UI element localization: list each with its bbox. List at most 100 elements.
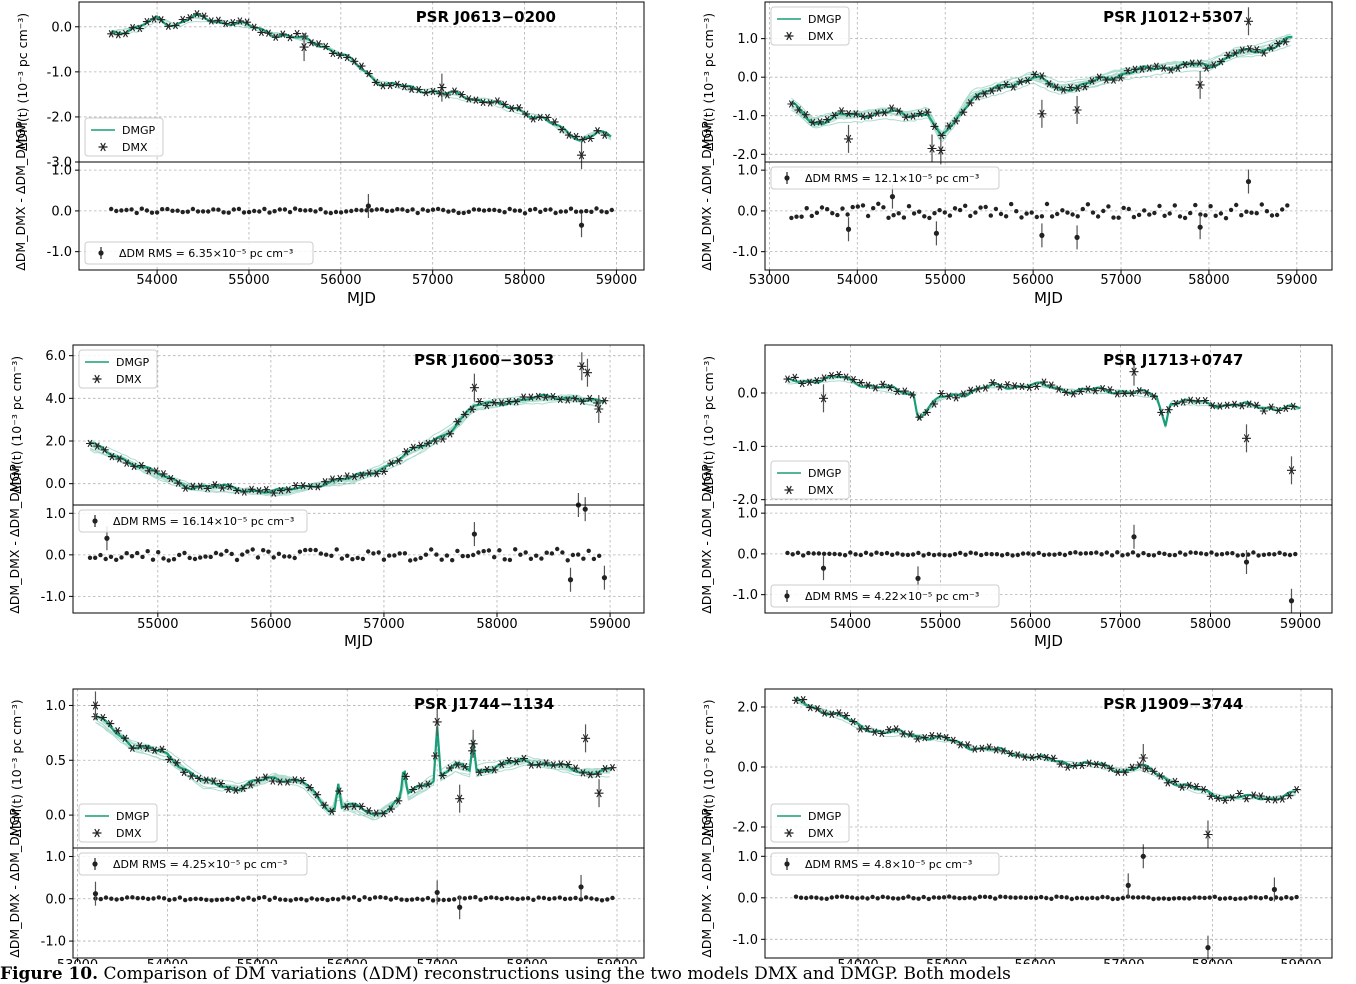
residual-point bbox=[292, 206, 298, 211]
dmx-point bbox=[1163, 779, 1172, 787]
residual-point bbox=[304, 898, 309, 903]
residual-point bbox=[371, 551, 376, 556]
dmx-point bbox=[1073, 84, 1082, 92]
dmx-point bbox=[264, 29, 273, 37]
x-tick-label: 54000 bbox=[837, 958, 878, 964]
residual-point bbox=[1264, 209, 1270, 214]
gp-realization-line bbox=[89, 400, 602, 497]
residual-point bbox=[456, 210, 461, 216]
residual-point bbox=[1193, 202, 1198, 208]
residual-point bbox=[182, 550, 187, 556]
dmx-point bbox=[915, 413, 924, 421]
residual-point bbox=[230, 897, 235, 902]
residual-point bbox=[135, 896, 140, 901]
panel-3: 55000 56000 57000 58000 59000 6.0 4.0 2.0 0.0 1.0… bbox=[7, 344, 645, 650]
residual-point bbox=[1039, 894, 1044, 900]
dmx-point bbox=[1171, 777, 1179, 786]
residual-point bbox=[819, 896, 824, 901]
dmx-point bbox=[1231, 49, 1240, 57]
dmx-point bbox=[468, 405, 477, 413]
residual-point bbox=[1146, 895, 1151, 900]
residual-point bbox=[257, 209, 262, 214]
residual-point bbox=[98, 896, 104, 902]
residual-point bbox=[1243, 896, 1248, 901]
dmx-point bbox=[113, 727, 122, 735]
dmx-point bbox=[483, 765, 491, 774]
residual-point bbox=[390, 208, 395, 213]
dmx-point bbox=[1010, 382, 1019, 390]
residual-point bbox=[968, 550, 973, 555]
residual-point bbox=[799, 214, 804, 219]
residual-point bbox=[1188, 550, 1193, 555]
residual-point bbox=[328, 210, 333, 216]
dmx-point bbox=[1120, 768, 1129, 776]
dmgp-series-line bbox=[111, 13, 612, 142]
dmx-point bbox=[1274, 406, 1283, 415]
panel-frame bbox=[72, 688, 645, 959]
residual-point bbox=[586, 548, 591, 553]
residual-point bbox=[476, 207, 482, 212]
residual-point bbox=[441, 897, 446, 903]
residual-point bbox=[814, 895, 819, 900]
residual-point bbox=[1248, 895, 1253, 900]
dmx-point bbox=[1135, 387, 1144, 395]
rms-legend-frame bbox=[78, 852, 308, 876]
dmx-point bbox=[837, 107, 846, 115]
dmx-point bbox=[371, 78, 380, 87]
x-tick-label: 56000 bbox=[1012, 273, 1053, 288]
residual-point bbox=[261, 548, 266, 553]
dmx-point bbox=[135, 742, 144, 750]
residual-point bbox=[372, 895, 378, 900]
residual-point bbox=[785, 550, 790, 556]
residual-outlier-point bbox=[365, 203, 371, 209]
legend-dmgp-label: DMGP bbox=[116, 810, 149, 823]
dmx-point bbox=[1215, 402, 1224, 410]
x-tick-label: 57000 bbox=[1100, 617, 1141, 632]
dmx-point bbox=[1052, 83, 1061, 91]
dmx-point bbox=[247, 485, 256, 494]
residual-point bbox=[1187, 896, 1192, 901]
residual-outlier-point bbox=[582, 506, 588, 512]
dmx-point bbox=[995, 84, 1003, 92]
residual-point bbox=[341, 895, 346, 900]
dmx-point bbox=[1213, 794, 1222, 802]
residual-point bbox=[993, 206, 999, 212]
panel-2: 53000 54000 55000 56000 57000 58000 59000 1.0 0.… bbox=[699, 1, 1333, 307]
residual-point bbox=[277, 207, 282, 212]
dmx-point bbox=[172, 759, 181, 767]
residual-point bbox=[880, 894, 885, 899]
dmx-point bbox=[217, 779, 225, 788]
dmx-point bbox=[1221, 796, 1230, 804]
residual-point bbox=[1116, 215, 1121, 220]
residual-point bbox=[336, 897, 341, 902]
residual-outlier-point bbox=[1243, 559, 1250, 565]
x-tick-label: 54000 bbox=[830, 617, 871, 632]
dmx-point bbox=[792, 696, 800, 705]
residual-point bbox=[1065, 210, 1070, 215]
residual-point bbox=[1010, 553, 1015, 558]
x-tick-label: 58000 bbox=[504, 273, 545, 288]
x-tick-label: 56000 bbox=[1010, 617, 1051, 632]
residual-outlier-point bbox=[1288, 598, 1295, 604]
residual-point bbox=[1223, 216, 1229, 221]
residual-point bbox=[465, 553, 471, 559]
dmx-point bbox=[1080, 83, 1089, 91]
x-tick-label: 54000 bbox=[837, 273, 878, 288]
residual-point bbox=[204, 897, 209, 902]
residual-point bbox=[804, 206, 809, 211]
residual-point bbox=[323, 210, 328, 215]
residual-point bbox=[318, 551, 324, 556]
dmx-point bbox=[1016, 78, 1025, 86]
residual-point bbox=[605, 897, 610, 902]
residual-point bbox=[1285, 203, 1290, 208]
dmx-point bbox=[1238, 46, 1247, 54]
dmx-point bbox=[1164, 405, 1173, 414]
residual-point bbox=[198, 896, 204, 902]
dmx-point bbox=[844, 109, 853, 118]
residual-point bbox=[124, 551, 129, 556]
dmx-point bbox=[1054, 385, 1063, 393]
residual-point bbox=[968, 213, 973, 219]
residual-point bbox=[921, 553, 926, 558]
residual-point bbox=[1008, 895, 1013, 900]
residual-point bbox=[1234, 202, 1239, 208]
